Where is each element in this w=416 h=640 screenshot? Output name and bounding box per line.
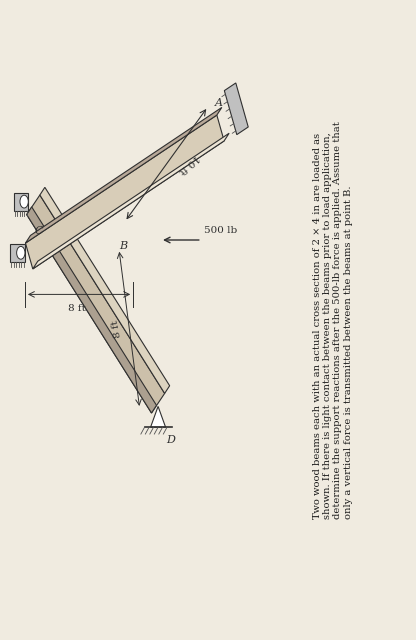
Polygon shape (25, 115, 224, 269)
Text: C: C (34, 225, 42, 236)
Text: 10 ft: 10 ft (177, 153, 201, 176)
Text: Two wood beams each with an actual cross section of 2 × 4 in are loaded as
shown: Two wood beams each with an actual cross… (313, 121, 353, 519)
Text: 8 ft: 8 ft (111, 319, 123, 339)
Polygon shape (27, 195, 165, 413)
Text: B: B (119, 241, 127, 252)
Polygon shape (33, 133, 229, 269)
Polygon shape (13, 193, 28, 211)
Text: A: A (214, 97, 223, 108)
Text: D: D (166, 435, 175, 445)
Polygon shape (27, 207, 156, 413)
Circle shape (20, 195, 28, 208)
Text: 500 lb: 500 lb (204, 226, 237, 235)
Polygon shape (224, 83, 248, 134)
Circle shape (17, 246, 25, 259)
Polygon shape (10, 244, 25, 262)
Polygon shape (151, 406, 166, 427)
Text: 8 ft: 8 ft (68, 304, 86, 313)
Polygon shape (25, 108, 222, 243)
Polygon shape (40, 188, 170, 394)
